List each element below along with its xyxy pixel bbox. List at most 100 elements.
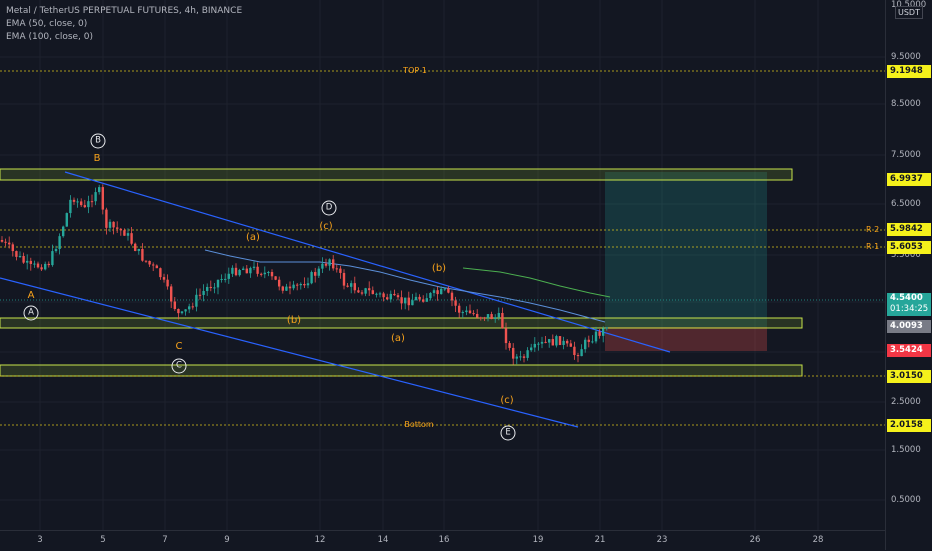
candle-body xyxy=(191,306,194,308)
candle-body xyxy=(33,263,36,265)
candle-body xyxy=(454,300,457,306)
candle-body xyxy=(335,268,338,270)
candle-body xyxy=(270,272,274,277)
candle-body xyxy=(54,249,58,252)
price-tick: 5.5000 xyxy=(891,250,921,260)
wave-circle-B: B xyxy=(90,133,106,149)
candle-body xyxy=(206,286,209,291)
price-tick: 2.5000 xyxy=(891,397,921,407)
support-zone xyxy=(0,317,803,329)
candle-body xyxy=(216,279,220,288)
candle-body xyxy=(591,341,594,343)
candle-body xyxy=(155,265,158,269)
candle-body xyxy=(353,283,356,291)
candle-body xyxy=(202,290,205,295)
candle-body xyxy=(519,356,522,358)
candle-body xyxy=(555,336,558,346)
candle-body xyxy=(36,263,40,268)
candle-body xyxy=(418,296,421,300)
candle-body xyxy=(249,267,252,274)
candle-body xyxy=(342,272,346,286)
candlesticks xyxy=(0,184,608,365)
candle-body xyxy=(310,272,313,284)
wave-circle-D: D xyxy=(321,200,337,216)
candle-body xyxy=(411,300,414,306)
time-tick: 14 xyxy=(377,535,389,545)
candle-body xyxy=(472,313,475,315)
currency-button[interactable]: USDT xyxy=(895,6,923,19)
candle-body xyxy=(368,288,371,291)
candle-body xyxy=(8,242,11,245)
candle-body xyxy=(476,314,479,318)
candle-body xyxy=(119,228,122,231)
candle-body xyxy=(584,339,587,350)
candle-body xyxy=(296,284,299,286)
candle-body xyxy=(461,312,464,314)
candle-body xyxy=(321,263,324,269)
time-tick: 19 xyxy=(532,535,544,545)
candle-body xyxy=(494,317,497,319)
candle-body xyxy=(400,297,403,304)
wave-label-A: A xyxy=(27,290,35,301)
candle-body xyxy=(357,290,360,293)
candle-body xyxy=(252,266,256,268)
candle-body xyxy=(263,272,266,275)
candle-body xyxy=(396,295,400,298)
time-tick: 26 xyxy=(749,535,761,545)
symbol-title[interactable]: Metal / TetherUS PERPETUAL FUTURES, 4h, … xyxy=(6,6,243,16)
candle-body xyxy=(551,339,554,346)
candle-body xyxy=(292,284,295,289)
price-badge-bottom: 2.0158 xyxy=(887,419,931,432)
chart-area[interactable]: Metal / TetherUS PERPETUAL FUTURES, 4h, … xyxy=(0,0,885,530)
price-chart[interactable] xyxy=(0,0,885,530)
candle-body xyxy=(544,341,547,343)
price-badge-r1: 5.6053 xyxy=(887,241,931,254)
time-axis[interactable]: 3 5 7 9 12 14 16 19 21 23 26 28 xyxy=(0,530,885,551)
candle-body xyxy=(504,328,508,344)
wave-label-B: B xyxy=(93,153,101,164)
wave-circle-E: E xyxy=(500,425,516,441)
candle-body xyxy=(573,346,576,356)
candle-body xyxy=(414,296,418,301)
time-tick: 23 xyxy=(656,535,668,545)
candle-body xyxy=(242,268,245,270)
candle-body xyxy=(116,227,119,229)
ema-100-legend[interactable]: EMA (100, close, 0) xyxy=(6,32,94,42)
candle-body xyxy=(22,256,25,263)
candle-body xyxy=(90,201,94,203)
candle-body xyxy=(314,272,317,276)
candle-body xyxy=(130,233,133,244)
candle-body xyxy=(137,248,140,251)
price-badge-last: 4.5400 01:34:25 xyxy=(887,293,931,316)
wave-circle-C: C xyxy=(171,358,187,374)
candle-body xyxy=(213,287,216,289)
candle-body xyxy=(533,343,536,348)
ema-50-legend[interactable]: EMA (50, close, 0) xyxy=(6,19,88,29)
candle-body xyxy=(123,230,126,236)
candle-body xyxy=(256,266,259,274)
ema-100-line xyxy=(462,267,611,298)
candle-body xyxy=(141,248,144,261)
wave-label-b2: (b) xyxy=(431,263,447,274)
dotted-levels xyxy=(0,70,885,426)
candle-body xyxy=(209,286,212,288)
time-tick: 5 xyxy=(100,535,106,545)
candle-body xyxy=(80,201,83,206)
candle-body xyxy=(72,199,76,202)
candle-body xyxy=(87,201,90,208)
price-badge-zone-top: 6.9937 xyxy=(887,173,931,186)
candle-body xyxy=(598,331,601,336)
price-tick: 7.5000 xyxy=(891,150,921,160)
wave-label-C: C xyxy=(175,341,183,352)
candle-body xyxy=(479,317,482,319)
candle-body xyxy=(425,298,428,302)
candle-body xyxy=(148,260,151,265)
candle-body xyxy=(490,314,493,319)
resistance-zone xyxy=(0,168,793,181)
price-axis[interactable]: 10.5000 9.5000 8.5000 7.5000 6.5000 5.50… xyxy=(885,0,932,550)
candle-body xyxy=(162,277,166,280)
candle-body xyxy=(508,343,511,348)
candle-body xyxy=(382,293,385,298)
candle-body xyxy=(562,340,565,345)
candle-body xyxy=(378,293,382,295)
